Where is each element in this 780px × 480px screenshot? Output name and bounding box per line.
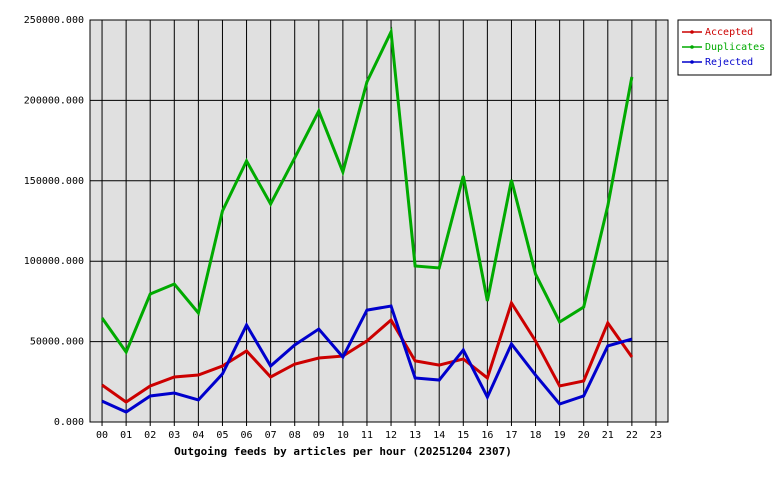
legend-label: Rejected xyxy=(705,57,753,68)
legend-marker xyxy=(690,60,694,64)
x-tick-label: 18 xyxy=(530,430,542,441)
y-tick-label: 150000.000 xyxy=(24,176,84,187)
plot-area xyxy=(90,20,668,422)
y-tick-label: 100000.000 xyxy=(24,256,84,267)
plot-border xyxy=(89,19,669,423)
x-tick-label: 04 xyxy=(192,430,204,441)
x-tick-label: 01 xyxy=(120,430,132,441)
x-tick-label: 08 xyxy=(289,430,301,441)
x-tick-label: 10 xyxy=(337,430,349,441)
x-tick-label: 13 xyxy=(409,430,421,441)
y-tick-label: 0.000 xyxy=(54,417,84,428)
y-tick-label: 250000.000 xyxy=(24,15,84,26)
x-tick-label: 02 xyxy=(144,430,156,441)
x-tick-label: 19 xyxy=(554,430,566,441)
x-tick-label: 07 xyxy=(265,430,277,441)
y-tick-label: 50000.000 xyxy=(30,337,84,348)
x-tick-label: 17 xyxy=(505,430,517,441)
x-axis-label: Outgoing feeds by articles per hour (202… xyxy=(174,445,512,458)
series-line xyxy=(101,299,634,404)
x-tick-label: 09 xyxy=(313,430,325,441)
legend-marker xyxy=(690,30,694,34)
series-line xyxy=(101,304,633,414)
x-tick-label: 15 xyxy=(457,430,469,441)
legend-marker xyxy=(690,45,694,49)
x-tick-label: 12 xyxy=(385,430,397,441)
x-tick-label: 23 xyxy=(650,430,662,441)
x-tick-label: 11 xyxy=(361,430,373,441)
x-tick-label: 00 xyxy=(96,430,108,441)
x-tick-label: 05 xyxy=(216,430,228,441)
x-tick-label: 22 xyxy=(626,430,638,441)
x-tick-label: 20 xyxy=(578,430,590,441)
x-tick-label: 06 xyxy=(241,430,253,441)
x-tick-label: 16 xyxy=(481,430,493,441)
x-tick-label: 21 xyxy=(602,430,614,441)
series-line xyxy=(100,26,634,356)
legend-label: Duplicates xyxy=(705,42,765,53)
y-tick-label: 200000.000 xyxy=(24,95,84,106)
legend-label: Accepted xyxy=(705,27,753,38)
x-tick-label: 03 xyxy=(168,430,180,441)
x-tick-label: 14 xyxy=(433,430,445,441)
